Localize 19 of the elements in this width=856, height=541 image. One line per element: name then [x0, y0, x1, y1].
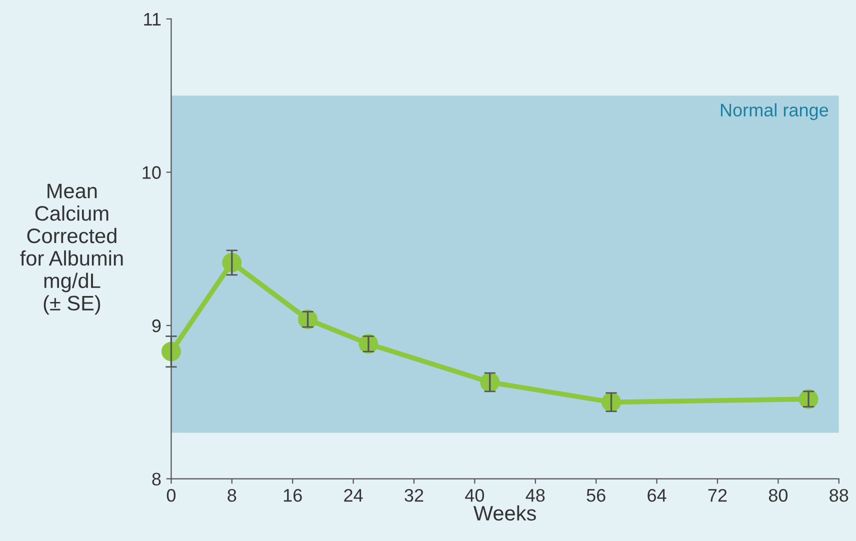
- x-tick-label: 32: [404, 488, 424, 502]
- x-tick-label: 8: [228, 488, 236, 502]
- x-tick-label: 48: [526, 488, 545, 502]
- x-tick-label: 40: [465, 488, 484, 502]
- y-tick-label: 8: [152, 472, 161, 486]
- x-tick-label: 0: [166, 488, 176, 502]
- y-tick-label: 11: [144, 13, 161, 26]
- x-axis-title: Weeks: [473, 505, 536, 521]
- x-tick-label: 64: [648, 488, 666, 502]
- x-tick-label: 72: [708, 488, 727, 502]
- y-tick-label: 10: [142, 166, 161, 179]
- x-tick-label: 56: [586, 488, 606, 502]
- y-axis-title: Mean Calcium Corrected for Albumin mg/dL (± SE): [20, 184, 123, 315]
- x-tick-label: 80: [768, 488, 788, 502]
- x-tick-label: 24: [344, 488, 363, 502]
- band-label: Normal range: [720, 103, 828, 120]
- x-tick-label: 88: [830, 488, 848, 502]
- y-tick-label: 9: [152, 319, 161, 332]
- x-tick-label: 16: [284, 488, 302, 502]
